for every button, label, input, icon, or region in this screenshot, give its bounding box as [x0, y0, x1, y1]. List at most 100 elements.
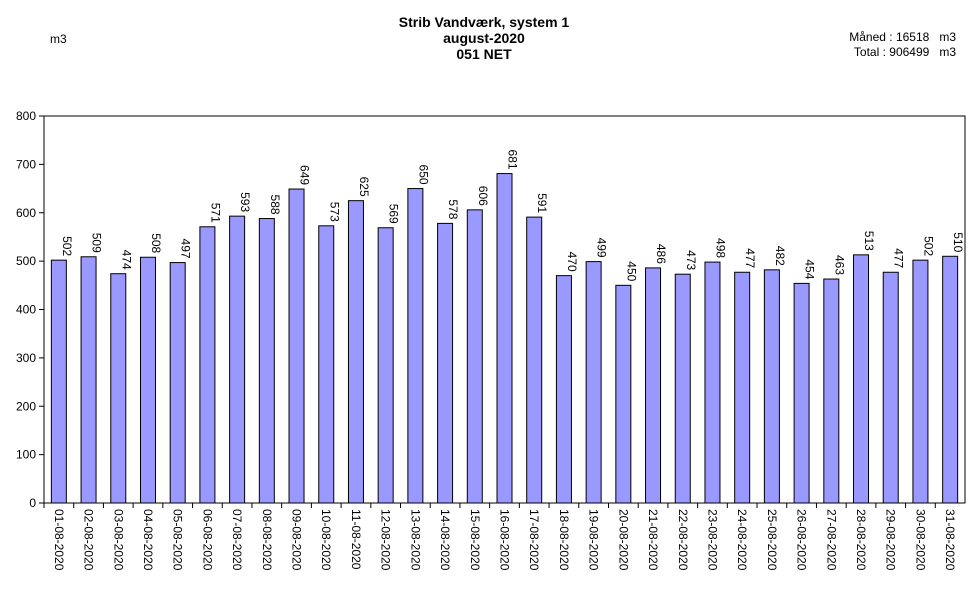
- x-tick-label: 03-08-2020: [111, 509, 125, 571]
- bar: [555, 275, 572, 504]
- bar: [229, 215, 246, 504]
- title-line-2: august-2020: [443, 30, 525, 46]
- bar-value-label: 454: [803, 259, 817, 279]
- y-tick-label: 600: [16, 206, 36, 220]
- x-tick-label: 25-08-2020: [765, 509, 779, 571]
- y-tick-label: 300: [16, 351, 36, 365]
- x-tick-label: 09-08-2020: [290, 509, 304, 571]
- month-total-row: Måned : 16518 m3: [830, 30, 956, 45]
- bar-value-label: 625: [357, 177, 371, 197]
- x-tick-label: 06-08-2020: [200, 509, 214, 571]
- bar-value-label: 482: [773, 246, 787, 266]
- bar-value-label: 513: [862, 231, 876, 251]
- x-tick-label: 05-08-2020: [171, 509, 185, 571]
- month-unit: m3: [939, 30, 956, 44]
- x-tick-label: 26-08-2020: [795, 509, 809, 571]
- bar-value-label: 502: [60, 236, 74, 256]
- bar-value-label: 508: [149, 233, 163, 253]
- bar: [318, 225, 335, 504]
- bar: [793, 282, 810, 504]
- total-value: 906499: [889, 45, 930, 59]
- x-tick-label: 08-08-2020: [260, 509, 274, 571]
- x-tick-label: 16-08-2020: [498, 509, 512, 571]
- x-tick-label: 11-08-2020: [349, 509, 363, 570]
- bar: [942, 255, 959, 504]
- bar: [50, 259, 67, 504]
- bar-value-label: 591: [535, 193, 549, 213]
- bar: [347, 200, 364, 504]
- y-tick-label: 100: [16, 448, 36, 462]
- bar-value-label: 450: [624, 261, 638, 281]
- x-tick-label: 10-08-2020: [319, 509, 333, 571]
- total-label: Total :: [853, 45, 886, 59]
- x-tick-label: 23-08-2020: [705, 509, 719, 571]
- bar: [377, 227, 394, 504]
- bar: [734, 271, 751, 504]
- y-tick-label: 0: [29, 496, 36, 510]
- total-unit: m3: [939, 45, 956, 59]
- title-line-1: Strib Vandværk, system 1: [398, 14, 570, 30]
- totals-box: Måned : 16518 m3 Total : 906499 m3: [830, 30, 956, 60]
- bar: [110, 273, 127, 504]
- bar: [853, 254, 870, 504]
- title-line-3: 051 NET: [456, 46, 512, 62]
- bar-value-label: 510: [951, 232, 965, 252]
- bar-value-label: 569: [387, 204, 401, 224]
- bar-value-label: 606: [476, 186, 490, 206]
- bar-value-label: 463: [832, 255, 846, 275]
- bar: [674, 273, 691, 504]
- bar: [288, 188, 305, 504]
- bar: [258, 218, 275, 504]
- x-tick-label: 04-08-2020: [141, 509, 155, 571]
- x-tick-label: 28-08-2020: [854, 509, 868, 571]
- chart-title: Strib Vandværk, system 1 august-2020 051…: [0, 14, 968, 62]
- x-tick-label: 19-08-2020: [587, 509, 601, 571]
- bar-value-label: 497: [179, 239, 193, 259]
- x-tick-label: 22-08-2020: [676, 509, 690, 571]
- y-tick-label: 500: [16, 254, 36, 268]
- x-tick-label: 29-08-2020: [884, 509, 898, 571]
- x-tick-label: 13-08-2020: [408, 509, 422, 571]
- bar-value-label: 681: [506, 150, 520, 170]
- month-value: 16518: [895, 30, 930, 44]
- bar: [407, 188, 424, 504]
- bar-value-label: 571: [208, 203, 222, 223]
- y-tick-label: 800: [16, 109, 36, 123]
- bar-value-label: 588: [268, 195, 282, 215]
- x-tick-label: 27-08-2020: [824, 509, 838, 571]
- x-tick-label: 31-08-2020: [943, 509, 957, 571]
- bar-value-label: 499: [595, 238, 609, 258]
- x-tick-label: 01-08-2020: [52, 509, 66, 571]
- bar: [466, 209, 483, 504]
- x-tick-label: 14-08-2020: [438, 509, 452, 571]
- y-tick-label: 700: [16, 157, 36, 171]
- bar: [823, 278, 840, 504]
- y-tick-label: 200: [16, 399, 36, 413]
- month-label: Måned :: [849, 30, 893, 44]
- bar-value-label: 470: [565, 252, 579, 272]
- bar: [585, 261, 602, 504]
- bar: [615, 284, 632, 504]
- x-tick-label: 07-08-2020: [230, 509, 244, 571]
- bar: [912, 259, 929, 504]
- bar: [496, 173, 513, 504]
- bar: [526, 216, 543, 504]
- bar: [704, 261, 721, 504]
- bar-value-label: 473: [684, 250, 698, 270]
- bar: [645, 267, 662, 504]
- x-tick-label: 21-08-2020: [646, 509, 660, 571]
- x-tick-label: 02-08-2020: [82, 509, 96, 571]
- bar-value-label: 509: [90, 233, 104, 253]
- bar-value-label: 593: [238, 192, 252, 212]
- x-tick-label: 18-08-2020: [557, 509, 571, 571]
- bar: [139, 256, 156, 504]
- bar-value-label: 477: [743, 248, 757, 268]
- x-tick-label: 30-08-2020: [913, 509, 927, 571]
- x-tick-label: 24-08-2020: [735, 509, 749, 571]
- bar-value-label: 477: [892, 248, 906, 268]
- bar-value-label: 486: [654, 244, 668, 264]
- bar-value-label: 498: [713, 238, 727, 258]
- grand-total-row: Total : 906499 m3: [830, 45, 956, 60]
- bar-value-label: 502: [921, 236, 935, 256]
